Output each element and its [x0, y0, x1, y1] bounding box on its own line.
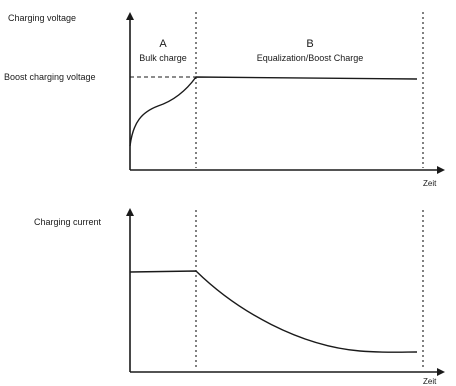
phase-b-letter: B [306, 38, 313, 50]
phase-a-letter: A [159, 38, 167, 50]
voltage-y-axis-label: Charging voltage [8, 13, 76, 23]
voltage-curve [129, 76, 418, 147]
boost-voltage-label: Boost charging voltage [4, 72, 96, 82]
current-chart: Charging current Zeit [34, 208, 445, 386]
current-curve [129, 270, 418, 353]
voltage-x-axis-label: Zeit [423, 179, 437, 188]
current-x-axis-label: Zeit [423, 377, 437, 386]
phase-a-name: Bulk charge [139, 53, 187, 63]
current-y-axis-label: Charging current [34, 217, 102, 227]
phase-b-name: Equalization/Boost Charge [257, 53, 364, 63]
voltage-chart: Charging voltage Boost charging voltage … [4, 12, 445, 188]
